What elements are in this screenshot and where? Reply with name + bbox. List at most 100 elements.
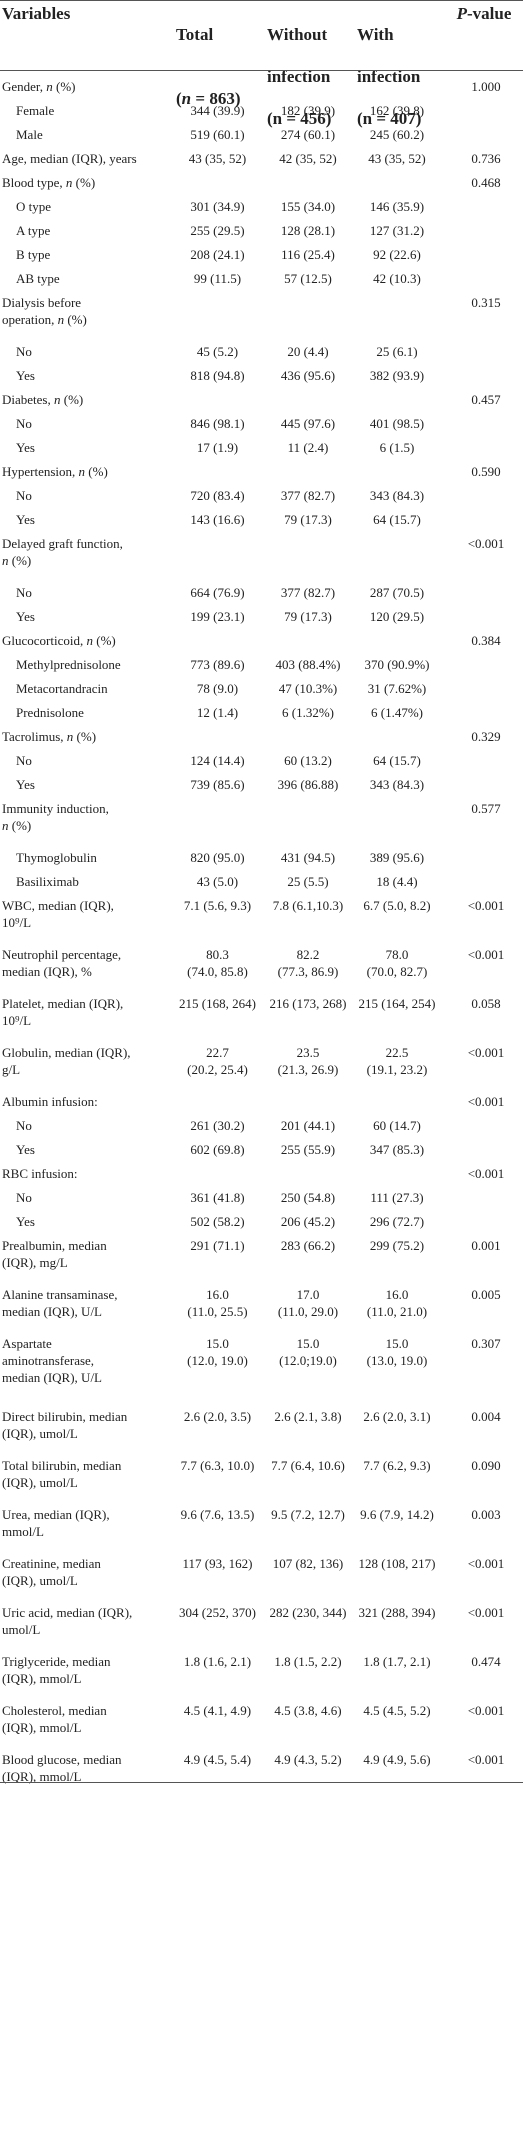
header-with-label: With (357, 25, 394, 44)
cell-total: 602 (69.8) (190, 1142, 245, 1157)
cell-total: 361 (41.8) (190, 1190, 245, 1205)
row-label: Basiliximab (16, 874, 79, 889)
row-label: Urea, median (IQR), mmol/L (2, 1507, 110, 1539)
cell-without-infection: 60 (13.2) (284, 753, 332, 768)
cell-total: 45 (5.2) (196, 344, 239, 359)
row-label: AB type (16, 271, 60, 286)
cell-with-infection: 299 (75.2) (369, 1238, 425, 1253)
cell-with-infection: 401 (98.5) (369, 416, 425, 431)
row-label: Platelet, median (IQR), 10⁹/L (2, 996, 124, 1028)
row-label: No (16, 585, 32, 600)
cell-total: 9.6 (7.6, 13.5) (180, 1507, 255, 1522)
cell-without-infection: 47 (10.3%) (278, 681, 338, 696)
cell-with-infection: 347 (85.3) (369, 1142, 425, 1157)
cell-total: 720 (83.4) (190, 488, 245, 503)
row-label: O type (16, 199, 52, 214)
row-label: Cholesterol, median (IQR), mmol/L (2, 1703, 107, 1735)
cell-without-infection: 250 (54.8) (280, 1190, 336, 1205)
cell-with-infection: 343 (84.3) (369, 488, 425, 503)
cell-total: 43 (5.0) (196, 874, 239, 889)
cell-p-value: <0.001 (467, 1752, 505, 1767)
cell-with-infection: 6 (1.47%) (371, 705, 423, 720)
cell-total: 344 (39.9) (190, 103, 245, 118)
table-bottom-rule (0, 1782, 523, 1783)
cell-total: 291 (71.1) (190, 1238, 245, 1253)
cell-total: 215 (168, 264) (179, 996, 256, 1011)
cell-without-infection: 116 (25.4) (281, 247, 335, 262)
cell-without-infection: 206 (45.2) (280, 1214, 336, 1229)
cell-total: 80.3 (74.0, 85.8) (187, 947, 248, 979)
cell-without-infection: 4.5 (3.8, 4.6) (274, 1703, 342, 1718)
cell-total: 255 (29.5) (190, 223, 245, 238)
cell-with-infection: 31 (7.62%) (367, 681, 427, 696)
cell-without-infection: 216 (173, 268) (269, 996, 347, 1011)
row-label: No (16, 1190, 32, 1205)
cell-total: 2.6 (2.0, 3.5) (183, 1409, 252, 1424)
cell-p-value: <0.001 (467, 1166, 505, 1181)
row-label: Blood type, n (%) (2, 175, 96, 190)
cell-p-value: 0.090 (471, 1458, 501, 1473)
cell-p-value: 0.004 (471, 1409, 501, 1424)
row-label: No (16, 344, 32, 359)
row-label: Male (16, 127, 43, 142)
cell-p-value: <0.001 (467, 536, 505, 551)
row-label: Creatinine, median (IQR), umol/L (2, 1556, 101, 1588)
cell-p-value: 0.005 (471, 1287, 501, 1302)
header-without-n: (n = 456) (267, 109, 332, 128)
cell-without-infection: 274 (60.1) (280, 127, 336, 142)
cell-p-value: 0.590 (471, 464, 501, 479)
cell-total: 773 (89.6) (190, 657, 245, 672)
cell-with-infection: 4.9 (4.9, 5.6) (363, 1752, 431, 1767)
cell-without-infection: 15.0 (12.0;19.0) (279, 1336, 337, 1368)
cell-total: 43 (35, 52) (188, 151, 247, 166)
header-with-infection: With infection (n = 407) (357, 3, 443, 150)
cell-without-infection: 23.5 (21.3, 26.9) (277, 1045, 339, 1077)
cell-without-infection: 7.8 (6.1,10.3) (272, 898, 344, 913)
cell-p-value: 0.577 (471, 801, 501, 816)
cell-total: 664 (76.9) (190, 585, 245, 600)
row-label: Female (16, 103, 55, 118)
row-label: No (16, 1118, 32, 1133)
row-label: Prealbumin, median (IQR), mg/L (2, 1238, 107, 1270)
row-label: Yes (16, 440, 35, 455)
header-p-value: P-value (449, 3, 519, 24)
cell-p-value: <0.001 (467, 947, 505, 962)
row-label: No (16, 416, 32, 431)
cell-with-infection: 162 (39.8) (369, 103, 425, 118)
cell-p-value: 0.058 (471, 996, 501, 1011)
cell-without-infection: 403 (88.4%) (275, 657, 341, 672)
cell-with-infection: 22.5 (19.1, 23.2) (366, 1045, 428, 1077)
cell-total: 301 (34.9) (190, 199, 245, 214)
row-label: Glucocorticoid, n (%) (2, 633, 116, 648)
row-label: Methylprednisolone (16, 657, 121, 672)
cell-total: 199 (23.1) (190, 609, 245, 624)
cell-p-value: <0.001 (467, 1605, 505, 1620)
header-variables: Variables (2, 4, 71, 23)
row-label: Total bilirubin, median (IQR), umol/L (2, 1458, 122, 1490)
cell-with-infection: 389 (95.6) (369, 850, 425, 865)
cell-with-infection: 64 (15.7) (373, 512, 421, 527)
cell-with-infection: 120 (29.5) (369, 609, 425, 624)
cell-without-infection: 107 (82, 136) (272, 1556, 344, 1571)
cell-without-infection: 57 (12.5) (284, 271, 332, 286)
cell-without-infection: 25 (5.5) (287, 874, 329, 889)
cell-without-infection: 7.7 (6.4, 10.6) (271, 1458, 345, 1473)
cell-without-infection: 377 (82.7) (280, 585, 336, 600)
cell-with-infection: 128 (108, 217) (358, 1556, 436, 1571)
header-without-label: Without (267, 25, 328, 44)
cell-total: 820 (95.0) (190, 850, 245, 865)
table-header: Variables Total (n = 863) Without infect… (0, 3, 523, 128)
cell-with-infection: 6.7 (5.0, 8.2) (363, 898, 431, 913)
cell-with-infection: 127 (31.2) (369, 223, 425, 238)
row-label: Thymoglobulin (16, 850, 97, 865)
cell-p-value: 0.736 (471, 151, 501, 166)
cell-with-infection: 245 (60.2) (369, 127, 425, 142)
cell-without-infection: 283 (66.2) (280, 1238, 336, 1253)
cell-with-infection: 7.7 (6.2, 9.3) (363, 1458, 431, 1473)
row-label: No (16, 488, 32, 503)
cell-p-value: 0.003 (471, 1507, 501, 1522)
header-without-label-2: infection (267, 67, 331, 86)
cell-total: 17 (1.9) (196, 440, 239, 455)
row-label: Uric acid, median (IQR), umol/L (2, 1605, 133, 1637)
header-without-infection: Without infection (n = 456) (267, 3, 351, 150)
